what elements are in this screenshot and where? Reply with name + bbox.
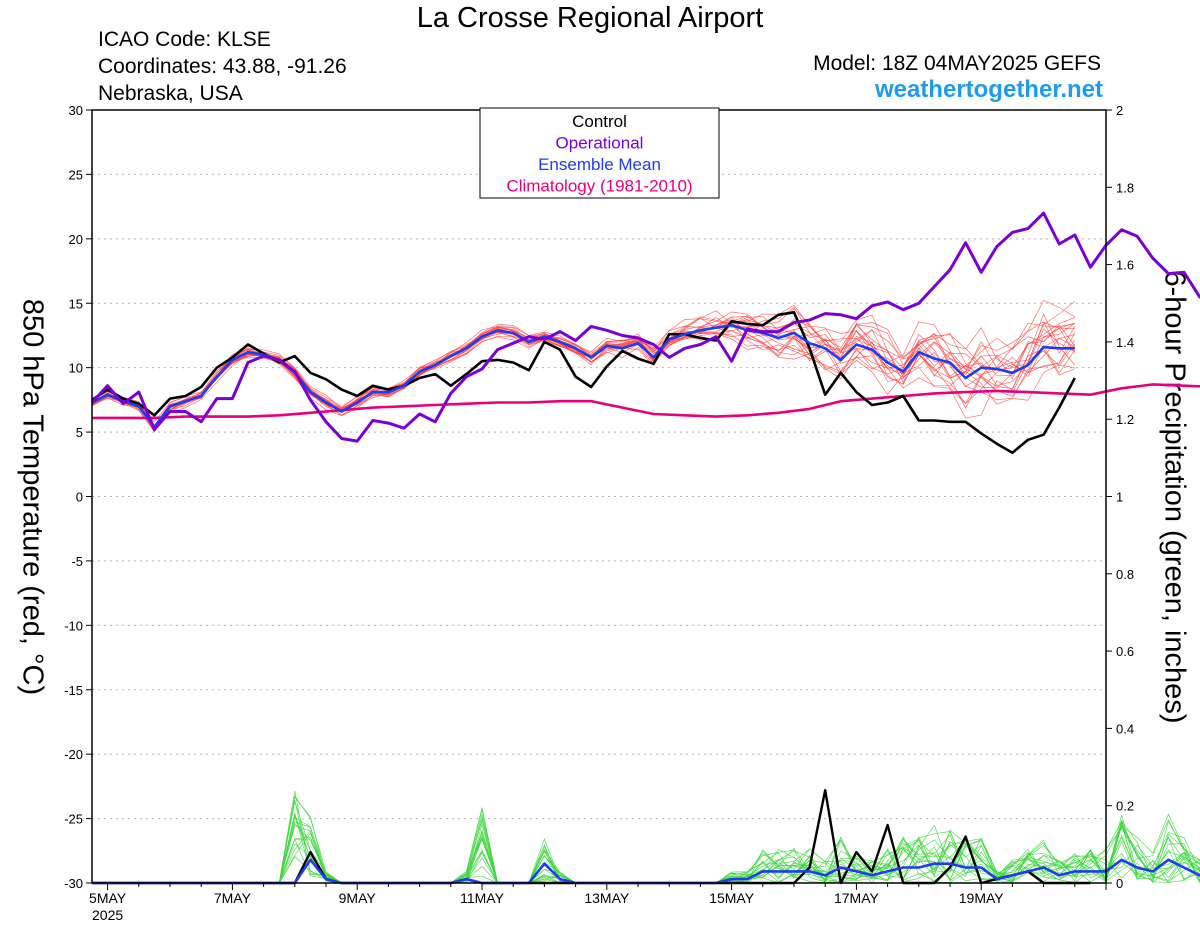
precip-member-line xyxy=(92,824,1200,884)
precip-member-line xyxy=(92,814,1200,884)
climatology-1981-2010--line xyxy=(92,383,1200,420)
right-tick-label: 1.6 xyxy=(1116,258,1134,273)
legend-item: Ensemble Mean xyxy=(538,155,661,174)
temp-member-line xyxy=(91,325,1076,429)
right-tick-label: 0.4 xyxy=(1116,721,1134,736)
x-tick-label: 5MAY xyxy=(89,890,127,906)
series-lines xyxy=(90,211,1200,885)
left-tick-label: 10 xyxy=(69,361,83,376)
precip-member-line xyxy=(92,825,1200,884)
icao-code: ICAO Code: KLSE xyxy=(98,28,271,51)
left-tick-label: -15 xyxy=(64,683,83,698)
left-tick-label: 20 xyxy=(69,232,83,247)
plot-frame xyxy=(91,109,1107,884)
x-tick-label: 11MAY xyxy=(460,890,504,906)
ensemble-mean-line xyxy=(91,323,1075,429)
left-tick-label: 5 xyxy=(76,425,83,440)
right-tick-label: 1.4 xyxy=(1116,335,1134,350)
x-tick-label: 19MAY xyxy=(959,890,1005,906)
right-tick-label: 0.8 xyxy=(1116,567,1134,582)
control-line xyxy=(91,310,1076,455)
right-tick-label: 1.2 xyxy=(1116,412,1134,427)
left-tick-label: -25 xyxy=(64,812,83,827)
right-tick-label: 2 xyxy=(1116,103,1123,118)
site-link[interactable]: weathertogether.net xyxy=(874,76,1103,103)
coordinates: Coordinates: 43.88, -91.26 xyxy=(98,55,347,78)
ensemble-mean-precipitation-line xyxy=(92,858,1200,885)
region: Nebraska, USA xyxy=(98,82,243,105)
precip-member-line xyxy=(92,822,1200,884)
left-ticks: 30 25 20 15 10 5 0 -5 -10 -15 -20 -25 -30 xyxy=(64,103,92,891)
right-tick-label: 0.6 xyxy=(1116,644,1134,659)
x-tick-label: 17MAY xyxy=(834,890,880,906)
temp-member-line xyxy=(91,319,1076,429)
legend-item: Operational xyxy=(556,134,644,153)
right-tick-label: 1.8 xyxy=(1116,180,1134,195)
left-tick-label: 25 xyxy=(69,167,83,182)
left-tick-label: -5 xyxy=(71,554,83,569)
legend-item: Climatology (1981-2010) xyxy=(506,177,692,196)
left-tick-label: 0 xyxy=(76,490,83,505)
temp-member-line xyxy=(91,320,1076,427)
precip-member-line xyxy=(92,829,1200,884)
precip-member-line xyxy=(92,796,1200,884)
temp-members xyxy=(91,299,1076,433)
temp-member-line xyxy=(91,301,1076,428)
grid xyxy=(92,173,1106,820)
temp-member-line xyxy=(91,308,1075,432)
x-tick-label: 15MAY xyxy=(709,890,755,906)
precip-members xyxy=(92,790,1200,884)
temp-member-line xyxy=(91,310,1075,431)
left-tick-label: -20 xyxy=(64,747,83,762)
right-tick-label: 0 xyxy=(1116,876,1123,891)
left-tick-label: 30 xyxy=(69,103,83,118)
right-tick-label: 1 xyxy=(1116,490,1123,505)
x-tick-label: 7MAY xyxy=(214,890,252,906)
left-tick-label: 15 xyxy=(69,296,83,311)
right-tick-label: 0.2 xyxy=(1116,799,1134,814)
x-tick-label: 13MAY xyxy=(584,890,630,906)
x-tick-year: 2025 xyxy=(92,907,123,923)
right-ticks: 2 1.8 1.6 1.4 1.2 1 0.8 0.6 0.4 0.2 0 xyxy=(1106,103,1134,891)
temp-member-line xyxy=(91,313,1076,429)
left-tick-label: -30 xyxy=(64,876,83,891)
legend: Control Operational Ensemble Mean Climatolo… xyxy=(479,107,720,199)
legend-item: Control xyxy=(572,112,627,131)
temp-member-line xyxy=(91,322,1075,423)
left-tick-label: -10 xyxy=(64,618,83,633)
temp-member-line xyxy=(91,311,1075,431)
legend-box xyxy=(479,107,720,199)
operational-line xyxy=(90,211,1200,443)
chart-title: La Crosse Regional Airport xyxy=(416,2,764,34)
x-tick-label: 9MAY xyxy=(339,890,377,906)
model-run: Model: 18Z 04MAY2025 GEFS xyxy=(813,52,1101,75)
temp-member-line xyxy=(91,331,1076,428)
